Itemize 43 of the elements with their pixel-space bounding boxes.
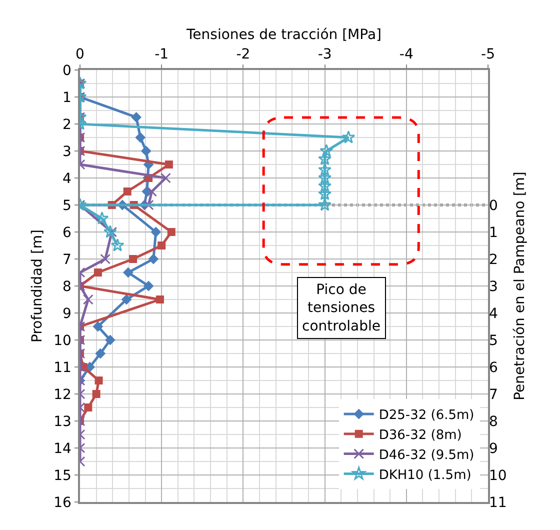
y2-tick-label: 3 [489, 278, 498, 295]
y-tick-label: 8 [62, 278, 72, 295]
y-tick-label: 10 [54, 332, 72, 349]
y-tick-label: 16 [54, 494, 72, 511]
y-tick-label: 2 [62, 116, 72, 133]
y-tick-label: 1 [62, 90, 72, 106]
y-tick-label: 7 [62, 252, 72, 268]
y-tick-label: 9 [62, 306, 72, 322]
y2-tick-label: 6 [489, 360, 498, 376]
legend-label: D25-32 (6.5m) [378, 408, 474, 424]
y2-tick-label: 2 [489, 252, 498, 268]
y-tick-label: 4 [62, 170, 72, 187]
y-tick-label: 6 [62, 224, 72, 241]
x-axis-title: Tensiones de tracción [MPa] [186, 26, 382, 43]
x-tick-label: -3 [318, 46, 332, 63]
y-tick-label: 12 [54, 386, 72, 403]
y-tick-label: 0 [62, 62, 72, 79]
x-tick-label: -4 [399, 46, 414, 63]
y-tick-label: 3 [62, 144, 72, 160]
legend-label: D36-32 (8m) [378, 428, 462, 443]
y-tick-label: 11 [54, 360, 72, 376]
y-tick-label: 14 [54, 440, 72, 457]
y2-tick-label: 9 [489, 440, 498, 457]
legend-label: DKH10 (1.5m) [378, 468, 472, 483]
y-tick-label: 5 [62, 198, 72, 214]
x-tick-label: -2 [236, 46, 250, 63]
y-tick-label: 15 [54, 468, 72, 484]
y2-tick-label: 10 [489, 468, 507, 484]
y2-tick-label: 7 [489, 386, 498, 403]
y-tick-label: 13 [54, 414, 72, 430]
y2-tick-label: 11 [489, 494, 507, 511]
y-axis-title: Profundidad [m] [30, 229, 46, 343]
y2-tick-label: 5 [489, 332, 498, 349]
annotation: Pico de tensiones controlable [302, 282, 380, 334]
y2-axis-title: Penetración en el Pampeano [m] [512, 172, 528, 400]
legend-label: D46-32 (9.5m) [378, 448, 474, 463]
x-tick-label: -1 [154, 46, 169, 63]
y2-tick-label: 8 [489, 414, 498, 430]
y2-tick-label: 0 [489, 198, 498, 214]
y2-tick-label: 4 [489, 306, 498, 322]
x-tick-label: 0 [76, 46, 84, 63]
y2-tick-label: 1 [489, 224, 498, 241]
x-tick-label: -5 [481, 46, 495, 63]
